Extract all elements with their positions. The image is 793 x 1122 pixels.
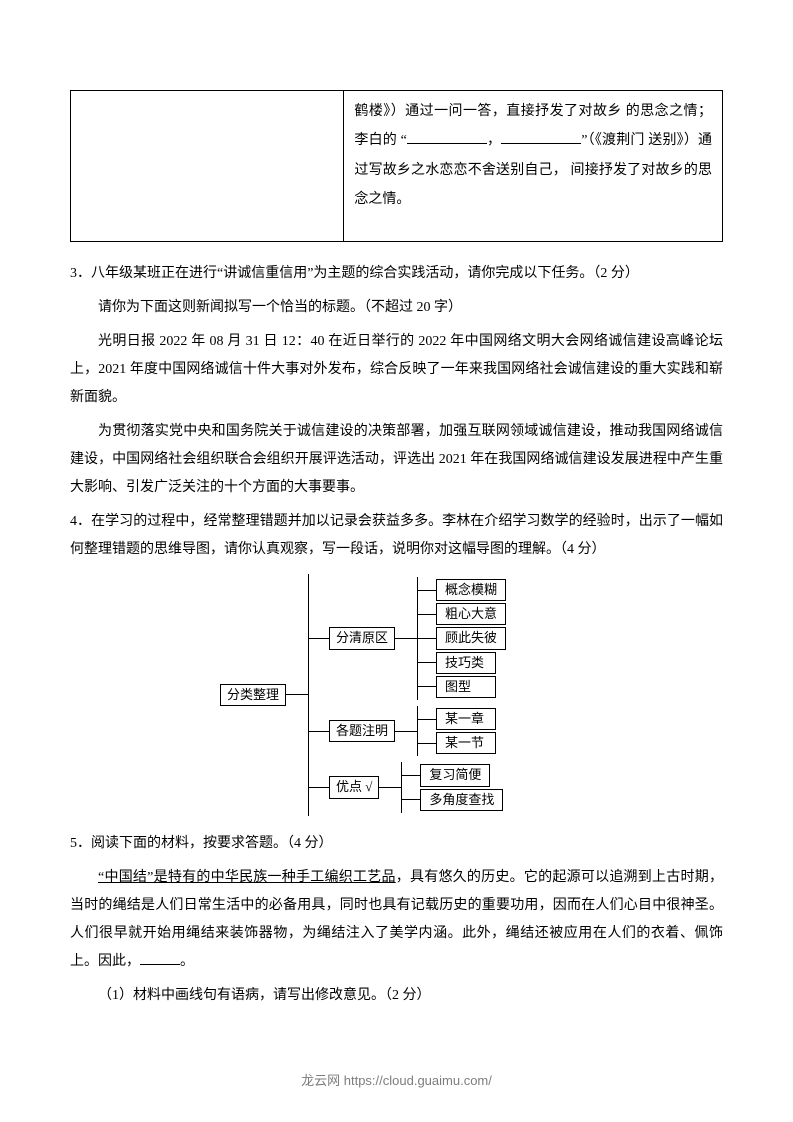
q3-news-p1: 光明日报 2022 年 08 月 31 日 12：40 在近日举行的 2022 … xyxy=(70,328,723,412)
question-4: 4．在学习的过程中，经常整理错题并加以记录会获益多多。李林在介绍学习数学的经验时… xyxy=(70,508,723,564)
tree-branch-2: 各题注明 某一章 某一节 xyxy=(309,706,506,756)
tree-main-bracket: 分清原区 概念模糊 粗心大意 顾此失彼 技巧类 图型 各题注明 某一章 某一节 xyxy=(308,574,506,816)
q5-passage: “中国结”是特有的中华民族一种手工编织工艺品，具有悠久的历史。它的起源可以追溯到… xyxy=(70,864,723,976)
b3-leaves: 复习简便 多角度查找 xyxy=(401,762,503,812)
b3-label: 优点 √ xyxy=(329,776,379,798)
q4-num: 4． xyxy=(70,514,91,529)
question-3: 3．八年级某班正在进行“讲诚信重信用”为主题的综合实践活动，请你完成以下任务。（… xyxy=(70,260,723,288)
tree-root: 分类整理 xyxy=(220,684,286,706)
q3-sub: 请你为下面这则新闻拟写一个恰当的标题。（不超过 20 字） xyxy=(70,294,723,322)
mindmap-diagram: 分类整理 分清原区 概念模糊 粗心大意 顾此失彼 技巧类 图型 各题注明 xyxy=(220,574,723,816)
question-5: 5．阅读下面的材料，按要求答题。（4 分） xyxy=(70,830,723,858)
q5-underlined: “中国结”是特有的中华民族一种手工编织工艺品 xyxy=(98,870,396,885)
b1-label: 分清原区 xyxy=(329,627,395,649)
b1-leaf-0: 概念模糊 xyxy=(436,579,506,601)
tr-line1: 鹤楼》）通过一问一答，直接抒发了对故乡 xyxy=(354,104,621,119)
table-left-empty xyxy=(71,91,344,241)
b1-leaf-2: 顾此失彼 xyxy=(436,627,506,649)
tree-branch-3: 优点 √ 复习简便 多角度查找 xyxy=(309,762,506,812)
q5-blank xyxy=(140,951,180,965)
b2-label: 各题注明 xyxy=(329,720,395,742)
b1-leaf-3: 技巧类 xyxy=(436,652,496,674)
q3-l1: 八年级某班正在进行“讲诚信重信用”为主题的综合实践活动，请你完成以下任务。（2 … xyxy=(91,266,639,281)
blank-2 xyxy=(501,130,581,144)
q5-l1: 阅读下面的材料，按要求答题。（4 分） xyxy=(91,836,333,851)
b3-leaf-1: 多角度查找 xyxy=(420,789,503,811)
q5-end: 。 xyxy=(180,954,194,969)
b2-leaf-0: 某一章 xyxy=(436,708,496,730)
q4-l1: 在学习的过程中，经常整理错题并加以记录会获益多多。李林在介绍学习数学的经验时，出… xyxy=(70,514,723,557)
poem-context-table: 鹤楼》）通过一问一答，直接抒发了对故乡 的思念之情；李白的 “，”（《渡荆门 送… xyxy=(70,90,723,242)
tree-connector xyxy=(286,694,308,695)
blank-1 xyxy=(407,130,487,144)
page-footer: 龙云网 https://cloud.guaimu.com/ xyxy=(0,1068,793,1094)
b1-leaf-1: 粗心大意 xyxy=(436,603,506,625)
tr-comma: ， xyxy=(487,133,501,148)
b1-leaves: 概念模糊 粗心大意 顾此失彼 技巧类 图型 xyxy=(417,577,506,700)
b1-leaf-4: 图型 xyxy=(436,676,496,698)
q3-l2: 请你为下面这则新闻拟写一个恰当的标题。（不超过 20 字） xyxy=(98,300,462,315)
tr-q-close: ”（《渡荆门 xyxy=(581,133,644,148)
q3-num: 3． xyxy=(70,266,91,281)
q5-sub1: （1）材料中画线句有语病，请写出修改意见。（2 分） xyxy=(70,982,723,1010)
table-right-text: 鹤楼》）通过一问一答，直接抒发了对故乡 的思念之情；李白的 “，”（《渡荆门 送… xyxy=(344,91,722,241)
b3-leaf-0: 复习简便 xyxy=(420,764,490,786)
b2-leaf-1: 某一节 xyxy=(436,732,496,754)
q5-num: 5． xyxy=(70,836,91,851)
b2-leaves: 某一章 某一节 xyxy=(417,706,496,756)
q3-news-p2: 为贯彻落实党中央和国务院关于诚信建设的决策部署，加强互联网领域诚信建设，推动我国… xyxy=(70,418,723,502)
tree-branch-1: 分清原区 概念模糊 粗心大意 顾此失彼 技巧类 图型 xyxy=(309,577,506,700)
